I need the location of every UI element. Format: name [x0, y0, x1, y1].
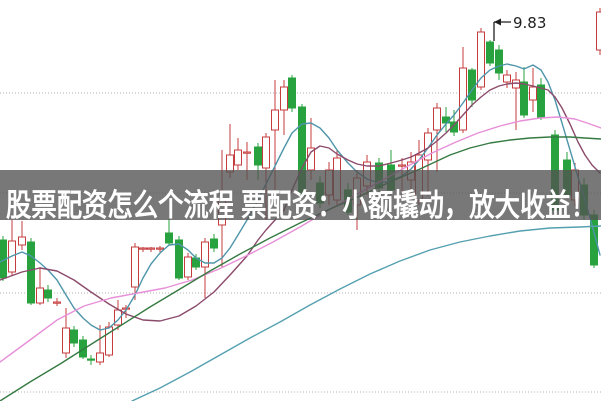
price-annotation: 9.83 — [493, 14, 546, 41]
title-text: 股票配资怎么个流程 票配资：小额撬动，放大收益！ — [6, 188, 596, 223]
price-annotation-label: 9.83 — [513, 14, 546, 32]
title-band — [0, 170, 601, 220]
